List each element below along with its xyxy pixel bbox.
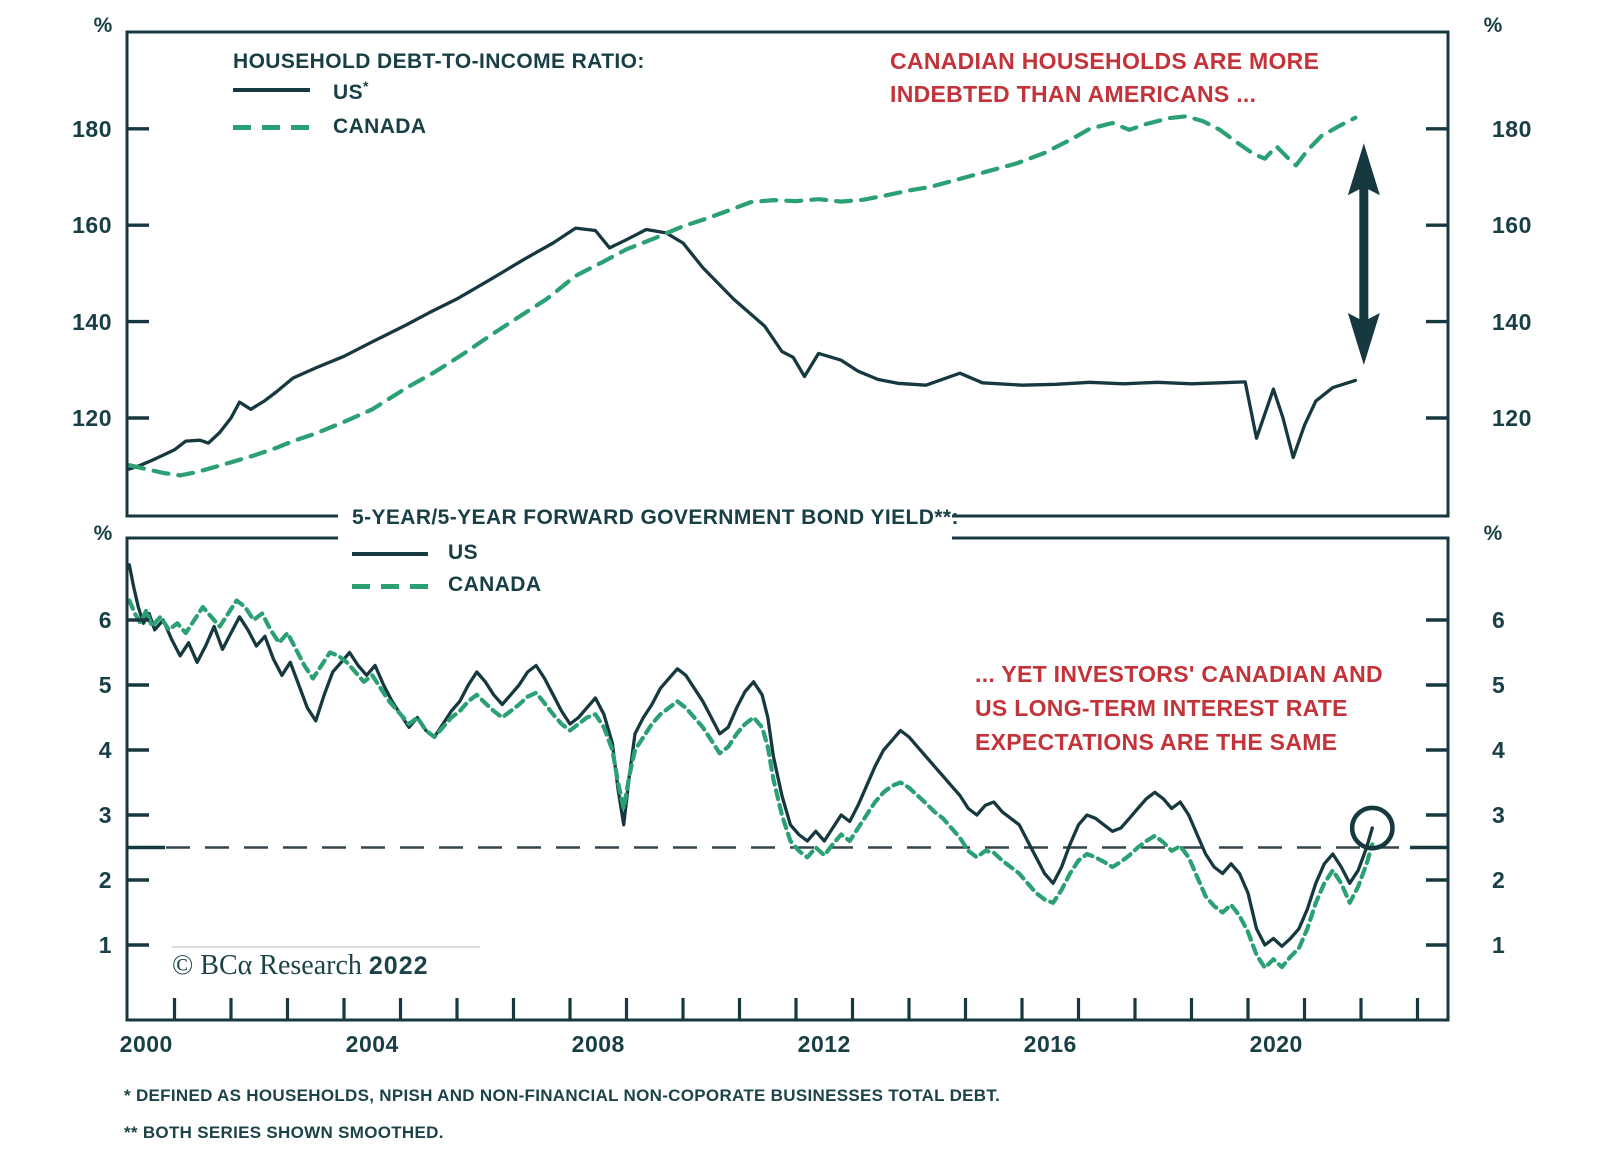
us-line-sample-icon: [352, 552, 428, 556]
legend-top-us-label: US*: [333, 78, 369, 105]
xtick-label-2020: 2020: [1249, 1031, 1303, 1057]
xtick-label-2016: 2016: [1023, 1031, 1077, 1057]
series-bottom-us: [127, 563, 1374, 948]
endpoint-circle-icon: [1349, 805, 1395, 851]
annotation-bottom-line3: EXPECTATIONS ARE THE SAME: [975, 729, 1338, 755]
annotation-bottom-line1: ... YET INVESTORS' CANADIAN AND: [975, 661, 1383, 687]
top-right-percent-label: %: [1483, 14, 1503, 37]
bottom-right-percent-label: %: [1483, 522, 1503, 545]
canada-line-sample-icon: [233, 125, 309, 130]
footnote-2: ** BOTH SERIES SHOWN SMOOTHED.: [124, 1123, 444, 1142]
watermark-rule: [172, 946, 480, 948]
xtick-label-2000: 2000: [119, 1031, 173, 1057]
annotation-bottom-line2: US LONG-TERM INTEREST RATE: [975, 695, 1348, 721]
ytick-label-right-180: 180: [1492, 115, 1532, 142]
annotation-top-line1: CANADIAN HOUSEHOLDS ARE MORE: [890, 48, 1320, 74]
legend-bottom-title: 5-YEAR/5-YEAR FORWARD GOVERNMENT BOND YI…: [352, 506, 959, 529]
ytick-label-right-2: 2: [1492, 867, 1506, 893]
legend-top-us-footmark: *: [362, 78, 369, 94]
ytick-label-left-120: 120: [72, 405, 112, 431]
ytick-label-left-4: 4: [98, 737, 112, 763]
canada-line-sample-icon: [352, 584, 428, 589]
bottom-left-percent-label: %: [93, 522, 113, 545]
legend-top-canada-label: CANADA: [333, 115, 427, 138]
legend-bottom-us-label: US: [448, 541, 478, 564]
ytick-label-right-160: 160: [1492, 212, 1532, 239]
ytick-label-right-4: 4: [1492, 737, 1506, 763]
ytick-label-left-5: 5: [98, 672, 112, 698]
footnote-1: * DEFINED AS HOUSEHOLDS, NPISH AND NON-F…: [124, 1086, 1001, 1105]
ytick-label-right-140: 140: [1492, 308, 1532, 335]
watermark-text: © BCα Research: [172, 950, 369, 981]
series-top-canada: [127, 114, 1358, 478]
ytick-label-left-140: 140: [72, 308, 112, 335]
us-line-sample-icon: [233, 88, 310, 92]
top-left-percent-label: %: [93, 14, 113, 37]
ytick-label-left-1: 1: [98, 932, 112, 958]
annotation-top-line2: INDEBTED THAN AMERICANS ...: [890, 81, 1257, 107]
ytick-label-left-6: 6: [98, 607, 112, 633]
series-top-us: [127, 226, 1358, 471]
ytick-label-left-2: 2: [98, 867, 112, 893]
series-bottom-canada: [127, 598, 1375, 970]
legend-bottom-background: [338, 492, 952, 604]
xtick-label-2008: 2008: [571, 1031, 625, 1057]
legend-top-title: HOUSEHOLD DEBT-TO-INCOME RATIO:: [233, 50, 645, 73]
legend-bottom-canada-label: CANADA: [448, 573, 542, 596]
gap-arrow-icon: [1347, 143, 1380, 365]
legend-top-us-text: US: [333, 81, 363, 104]
ytick-label-right-5: 5: [1492, 672, 1506, 698]
xtick-label-2004: 2004: [345, 1031, 399, 1057]
ytick-label-left-160: 160: [72, 212, 112, 239]
ytick-label-right-3: 3: [1492, 802, 1506, 828]
ytick-label-left-3: 3: [98, 802, 112, 828]
watermark-year: 2022: [368, 952, 429, 980]
xtick-label-2012: 2012: [797, 1031, 851, 1057]
ytick-label-left-180: 180: [72, 115, 112, 142]
ytick-label-right-120: 120: [1492, 405, 1532, 431]
ytick-label-right-1: 1: [1492, 932, 1506, 958]
watermark: © BCα Research 2022: [172, 950, 429, 982]
ytick-label-right-6: 6: [1492, 607, 1506, 633]
